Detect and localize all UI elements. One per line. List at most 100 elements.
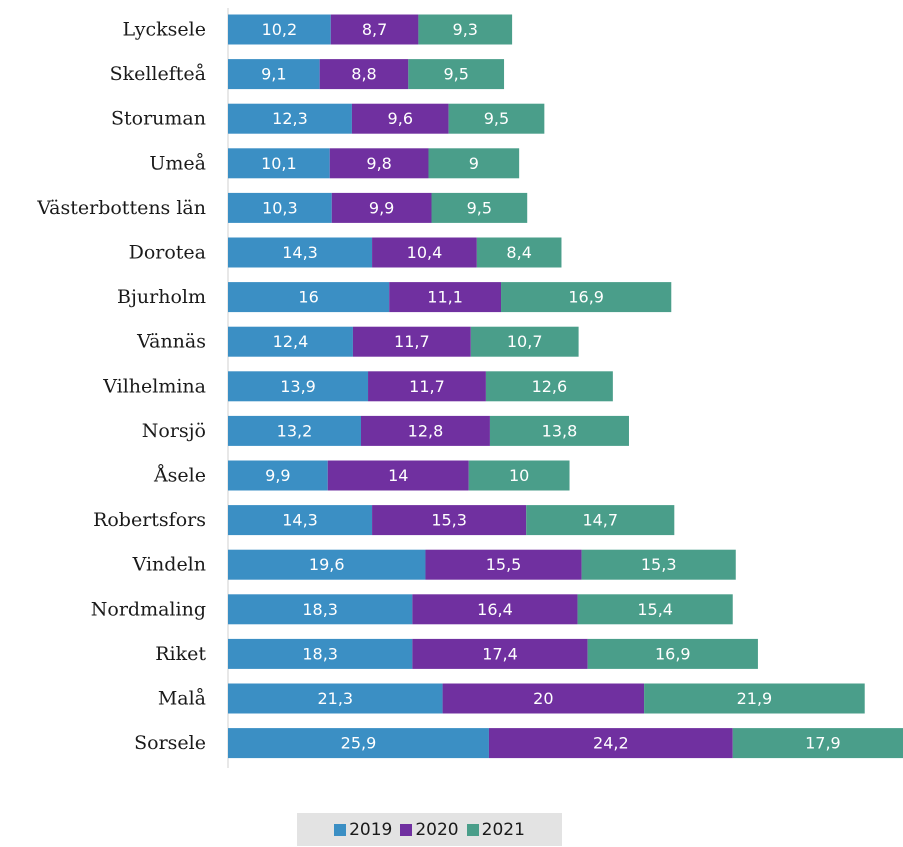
legend-label-2019: 2019 bbox=[349, 819, 393, 840]
bar-2019-riket bbox=[228, 638, 413, 669]
legend-swatch-2019 bbox=[334, 823, 347, 836]
category-label-nordmaling: Nordmaling bbox=[91, 598, 206, 620]
bar-2020-malå bbox=[442, 683, 645, 714]
category-label-dorotea: Dorotea bbox=[129, 242, 206, 264]
value-label-2019-nordmaling: 18,3 bbox=[302, 600, 338, 619]
legend-item-2021: 2021 bbox=[466, 819, 525, 840]
bar-2019-åsele bbox=[228, 460, 328, 491]
bar-2020-sorsele bbox=[488, 728, 733, 759]
bar-2020-dorotea bbox=[372, 237, 477, 268]
bar-2019-bjurholm bbox=[228, 282, 390, 313]
value-label-2019-riket: 18,3 bbox=[302, 644, 338, 663]
value-label-2019-robertsfors: 14,3 bbox=[282, 511, 318, 530]
bar-2021-lycksele bbox=[418, 14, 513, 45]
category-label-lycksele: Lycksele bbox=[123, 19, 207, 41]
bar-2019-vindeln bbox=[228, 549, 426, 580]
bar-2019-lycksele bbox=[228, 14, 331, 45]
value-label-2019-vindeln: 19,6 bbox=[309, 555, 345, 574]
value-label-2021-skellefteå: 9,5 bbox=[443, 65, 468, 84]
value-label-2021-malå: 21,9 bbox=[737, 689, 773, 708]
bar-2021-norsjö bbox=[489, 415, 629, 446]
value-label-2021-dorotea: 8,4 bbox=[506, 243, 531, 262]
bar-2020-lycksele bbox=[330, 14, 419, 45]
legend-swatch-2020 bbox=[400, 823, 413, 836]
bar-2021-umeå bbox=[428, 148, 520, 179]
legend-label-2021: 2021 bbox=[481, 819, 525, 840]
value-label-2020-vilhelmina: 11,7 bbox=[409, 377, 445, 396]
bar-2021-riket bbox=[587, 638, 758, 669]
value-label-2020-västerbottens-län: 9,9 bbox=[369, 198, 394, 217]
legend-item-2020: 2020 bbox=[400, 819, 459, 840]
category-label-malå: Malå bbox=[158, 688, 206, 710]
bar-2020-umeå bbox=[329, 148, 429, 179]
category-label-robertsfors: Robertsfors bbox=[93, 509, 206, 531]
value-label-2021-umeå: 9 bbox=[469, 154, 479, 173]
value-label-2020-umeå: 9,8 bbox=[366, 154, 391, 173]
legend: 2019 2020 2021 bbox=[297, 813, 562, 846]
category-label-vännäs: Vännäs bbox=[136, 331, 206, 353]
category-label-vilhelmina: Vilhelmina bbox=[102, 375, 206, 397]
category-label-skellefteå: Skellefteå bbox=[110, 63, 206, 85]
value-label-2020-sorsele: 24,2 bbox=[593, 734, 629, 753]
bar-2020-västerbottens-län bbox=[331, 192, 432, 223]
category-label-storuman: Storuman bbox=[111, 108, 206, 130]
bar-2019-vännäs bbox=[228, 326, 353, 357]
bar-2019-storuman bbox=[228, 103, 352, 134]
bar-2019-nordmaling bbox=[228, 594, 413, 625]
value-label-2021-nordmaling: 15,4 bbox=[637, 600, 673, 619]
value-label-2019-västerbottens-län: 10,3 bbox=[262, 198, 298, 217]
value-label-2021-vindeln: 15,3 bbox=[641, 555, 677, 574]
category-label-sorsele: Sorsele bbox=[134, 732, 206, 754]
bar-2020-vindeln bbox=[425, 549, 582, 580]
category-label-norsjö: Norsjö bbox=[142, 420, 206, 442]
bar-2020-vännäs bbox=[352, 326, 471, 357]
bar-2020-storuman bbox=[351, 103, 449, 134]
bar-2021-storuman bbox=[448, 103, 545, 134]
value-label-2020-skellefteå: 8,8 bbox=[351, 65, 376, 84]
bar-2019-norsjö bbox=[228, 415, 361, 446]
value-label-2021-vännäs: 10,7 bbox=[507, 332, 543, 351]
category-label-umeå: Umeå bbox=[149, 152, 206, 174]
category-label-vindeln: Vindeln bbox=[132, 554, 206, 576]
legend-item-2019: 2019 bbox=[334, 820, 392, 840]
value-label-2019-norsjö: 13,2 bbox=[277, 421, 313, 440]
value-label-2021-västerbottens-län: 9,5 bbox=[467, 198, 492, 217]
value-label-2020-malå: 20 bbox=[533, 689, 553, 708]
value-label-2021-sorsele: 17,9 bbox=[805, 734, 841, 753]
value-label-2019-skellefteå: 9,1 bbox=[261, 65, 286, 84]
bar-2021-nordmaling bbox=[577, 594, 733, 625]
value-label-2019-åsele: 9,9 bbox=[265, 466, 290, 485]
value-label-2020-vindeln: 15,5 bbox=[486, 555, 522, 574]
value-label-2019-storuman: 12,3 bbox=[272, 109, 308, 128]
value-label-2021-åsele: 10 bbox=[509, 466, 529, 485]
value-label-2020-norsjö: 12,8 bbox=[408, 421, 444, 440]
bar-2020-robertsfors bbox=[372, 505, 527, 536]
bar-2021-vilhelmina bbox=[485, 371, 613, 402]
value-label-2021-robertsfors: 14,7 bbox=[582, 511, 618, 530]
bar-2020-vilhelmina bbox=[368, 371, 486, 402]
value-label-2020-storuman: 9,6 bbox=[388, 109, 413, 128]
value-label-2021-riket: 16,9 bbox=[655, 644, 691, 663]
value-label-2021-bjurholm: 16,9 bbox=[568, 288, 604, 307]
bar-2021-dorotea bbox=[476, 237, 562, 268]
value-label-2021-storuman: 9,5 bbox=[484, 109, 509, 128]
category-label-åsele: Åsele bbox=[153, 465, 206, 487]
value-label-2019-umeå: 10,1 bbox=[261, 154, 297, 173]
value-label-2019-sorsele: 25,9 bbox=[341, 734, 377, 753]
bar-2019-umeå bbox=[228, 148, 330, 179]
legend-swatch-2021 bbox=[466, 823, 479, 836]
value-label-2020-nordmaling: 16,4 bbox=[477, 600, 513, 619]
value-label-2021-vilhelmina: 12,6 bbox=[532, 377, 568, 396]
value-label-2020-riket: 17,4 bbox=[482, 644, 518, 663]
value-label-2020-dorotea: 10,4 bbox=[407, 243, 443, 262]
value-label-2021-lycksele: 9,3 bbox=[453, 20, 478, 39]
value-label-2020-bjurholm: 11,1 bbox=[427, 288, 463, 307]
value-label-2020-vännäs: 11,7 bbox=[394, 332, 430, 351]
bar-2020-skellefteå bbox=[319, 59, 409, 90]
bar-2020-nordmaling bbox=[412, 594, 578, 625]
bar-2020-riket bbox=[412, 638, 588, 669]
bar-2021-vännäs bbox=[470, 326, 579, 357]
legend-label-2020: 2020 bbox=[415, 819, 459, 840]
value-label-2020-lycksele: 8,7 bbox=[362, 20, 387, 39]
bar-2021-robertsfors bbox=[526, 505, 675, 536]
